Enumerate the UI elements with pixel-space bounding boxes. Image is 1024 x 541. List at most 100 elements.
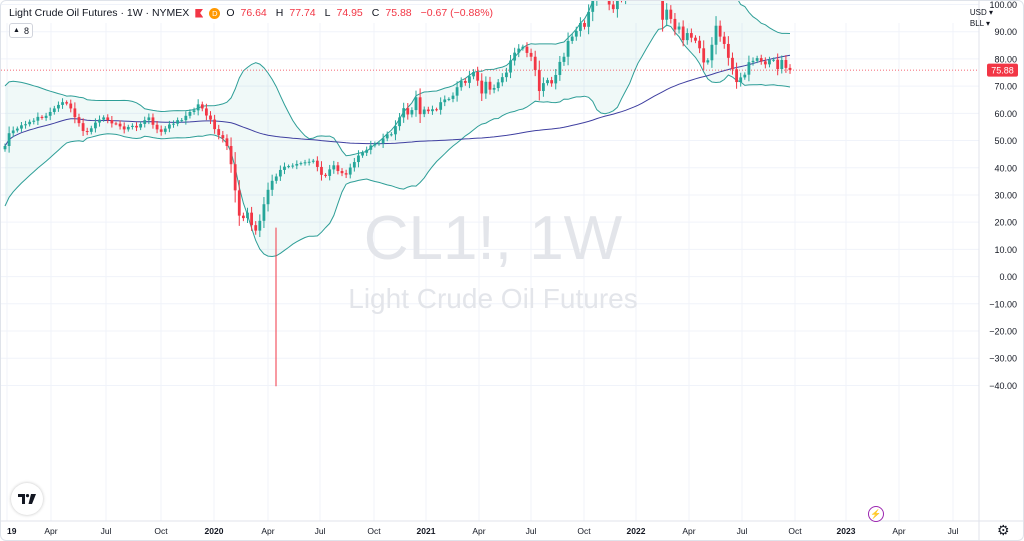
candle-body bbox=[266, 189, 270, 205]
candle-body bbox=[714, 25, 718, 45]
candle-body bbox=[562, 56, 566, 62]
candle-body bbox=[681, 26, 685, 41]
lightning-icon[interactable]: ⚡ bbox=[868, 506, 884, 522]
candle-body bbox=[751, 60, 755, 63]
candle-body bbox=[225, 138, 229, 146]
candle-body bbox=[772, 59, 775, 61]
candle-body bbox=[102, 117, 106, 120]
candle-body bbox=[291, 165, 295, 167]
candle-body bbox=[295, 163, 299, 166]
candle-body bbox=[710, 44, 714, 61]
candle-body bbox=[15, 128, 19, 131]
candle-body bbox=[422, 109, 426, 115]
symbol-legend: Light Crude Oil Futures · 1W · NYMEX D O… bbox=[9, 7, 496, 19]
candle-body bbox=[361, 152, 364, 156]
time-tick-label: Apr bbox=[261, 526, 274, 536]
bollinger-fill bbox=[5, 1, 790, 257]
candle-body bbox=[168, 124, 171, 129]
time-tick-label: Jul bbox=[315, 526, 326, 536]
candle-body bbox=[480, 80, 484, 94]
candle-body bbox=[7, 133, 11, 146]
candle-body bbox=[410, 110, 414, 115]
tradingview-logo[interactable] bbox=[11, 483, 43, 515]
candle-body bbox=[352, 162, 356, 168]
candle-body bbox=[583, 23, 586, 27]
close-value: 75.88 bbox=[385, 7, 412, 19]
time-tick-label: 19 bbox=[7, 526, 17, 536]
price-tick-label: 40.00 bbox=[994, 163, 1017, 173]
candle-body bbox=[89, 128, 93, 132]
candle-body bbox=[735, 69, 738, 83]
price-tick-label: 60.00 bbox=[994, 109, 1017, 119]
candle-body bbox=[3, 145, 7, 150]
candle-body bbox=[147, 117, 151, 121]
last-price-badge bbox=[987, 63, 1018, 77]
candle-body bbox=[492, 88, 496, 90]
candle-body bbox=[537, 70, 541, 92]
candle-body bbox=[418, 97, 422, 115]
candle-body bbox=[694, 37, 697, 41]
candle-body bbox=[114, 123, 118, 125]
candle-body bbox=[698, 40, 701, 49]
candle-body bbox=[262, 204, 266, 221]
candle-body bbox=[246, 212, 249, 219]
candle-body bbox=[579, 23, 582, 31]
candle-body bbox=[69, 103, 73, 109]
candle-body bbox=[554, 74, 558, 84]
candle-body bbox=[731, 57, 734, 70]
candle-body bbox=[254, 225, 258, 231]
time-tick-label: Jul bbox=[948, 526, 959, 536]
candle-body bbox=[131, 125, 134, 127]
tradingview-logo-icon bbox=[18, 494, 36, 504]
candle-body bbox=[365, 149, 369, 153]
candle-body bbox=[521, 46, 525, 49]
currency-unit-selector[interactable]: USD ▾ BLL ▾ bbox=[969, 8, 993, 28]
candle-body bbox=[209, 115, 212, 120]
candle-body bbox=[357, 155, 360, 163]
time-tick-label: Apr bbox=[682, 526, 695, 536]
candle-body bbox=[258, 220, 262, 231]
candle-body bbox=[278, 169, 282, 177]
high-label: H bbox=[275, 7, 284, 19]
time-tick-label: Jul bbox=[737, 526, 748, 536]
candle-body bbox=[574, 30, 578, 37]
candle-body bbox=[159, 129, 163, 132]
candle-body bbox=[110, 120, 114, 124]
candle-body bbox=[77, 117, 81, 124]
candle-body bbox=[57, 104, 60, 109]
candle-body bbox=[607, 1, 611, 5]
candle-body bbox=[447, 98, 451, 100]
candle-body bbox=[702, 48, 706, 63]
currency-label: USD bbox=[969, 8, 987, 17]
candle-body bbox=[303, 162, 307, 164]
moving-average-line bbox=[4, 54, 791, 147]
candle-body bbox=[718, 25, 722, 37]
candle-body bbox=[677, 26, 681, 30]
candle-body bbox=[324, 174, 327, 176]
candle-body bbox=[513, 52, 517, 61]
candle-body bbox=[122, 126, 126, 130]
candle-body bbox=[402, 108, 406, 118]
open-value: 76.64 bbox=[240, 7, 267, 19]
candle-body bbox=[229, 145, 233, 165]
candle-body bbox=[505, 72, 508, 78]
indicators-toggle[interactable]: ▲ 8 bbox=[9, 23, 33, 38]
candle-body bbox=[307, 161, 311, 163]
price-tick-label: 100.00 bbox=[989, 1, 1017, 10]
candle-body bbox=[315, 160, 319, 167]
candle-body bbox=[28, 121, 32, 125]
price-tick-label: −10.00 bbox=[989, 299, 1017, 309]
gear-icon[interactable]: ⚙ bbox=[997, 522, 1010, 538]
candles bbox=[3, 1, 792, 387]
candle-body bbox=[151, 117, 155, 125]
unit-label: BLL bbox=[969, 19, 984, 28]
price-tick-label: 70.00 bbox=[994, 82, 1017, 92]
symbol-title[interactable]: Light Crude Oil Futures · 1W · NYMEX bbox=[9, 7, 190, 19]
candle-body bbox=[213, 119, 217, 130]
dividend-badge[interactable]: D bbox=[209, 7, 221, 19]
candle-body bbox=[459, 80, 463, 88]
price-tick-label: 90.00 bbox=[994, 27, 1017, 37]
candle-body bbox=[615, 1, 619, 10]
flag-icon[interactable] bbox=[195, 8, 204, 18]
